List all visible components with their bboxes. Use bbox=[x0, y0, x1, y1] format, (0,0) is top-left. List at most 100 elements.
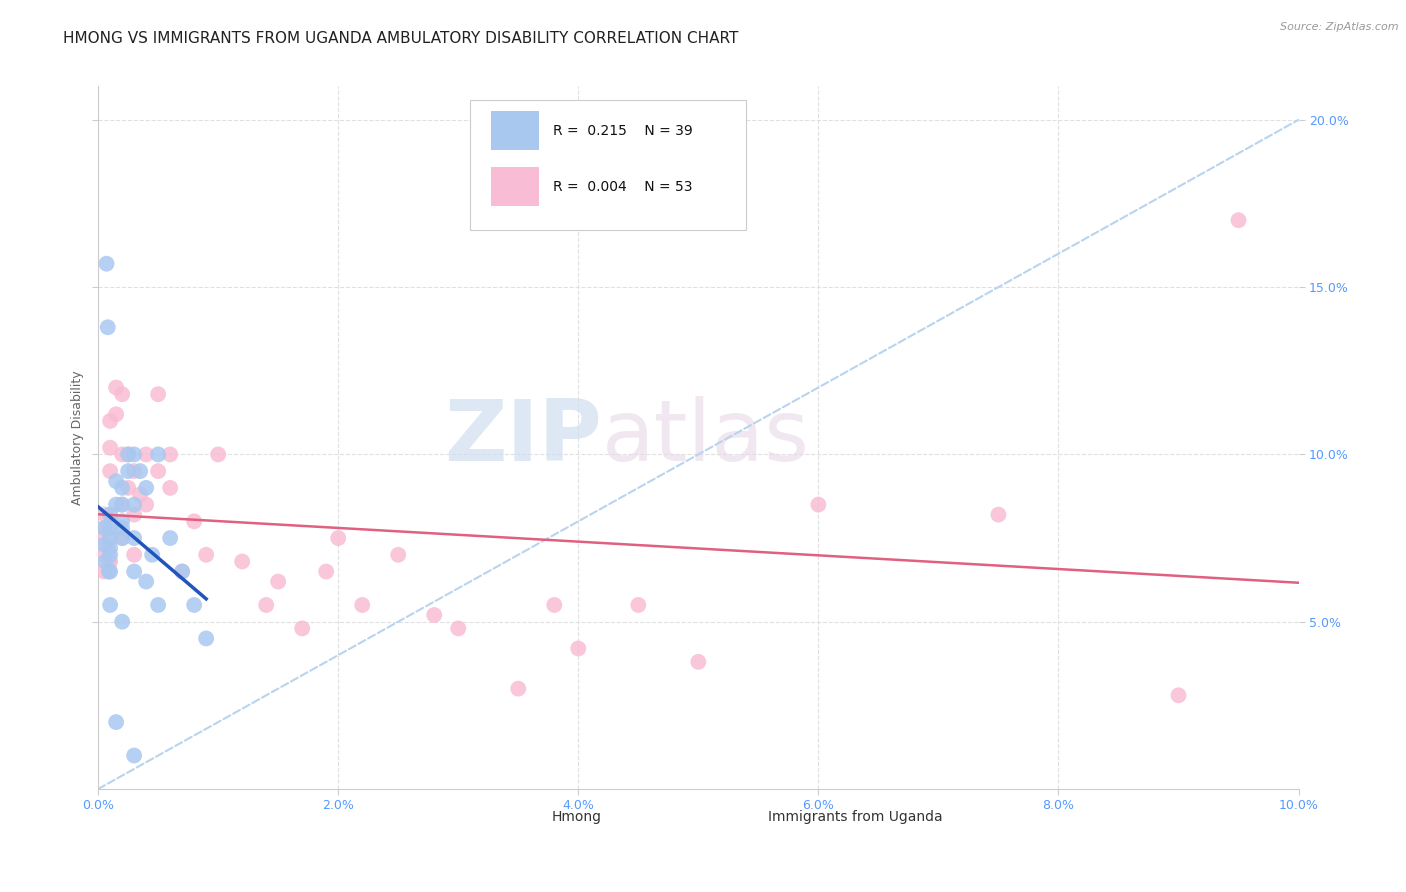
Point bbox=[195, 632, 218, 646]
Point bbox=[98, 414, 121, 428]
Text: Source: ZipAtlas.com: Source: ZipAtlas.com bbox=[1281, 22, 1399, 32]
Point bbox=[135, 498, 157, 512]
Point bbox=[135, 481, 157, 495]
Point bbox=[98, 531, 121, 545]
Y-axis label: Ambulatory Disability: Ambulatory Disability bbox=[72, 370, 84, 505]
Point bbox=[688, 655, 710, 669]
Point bbox=[129, 487, 152, 501]
Point bbox=[328, 531, 350, 545]
Point bbox=[105, 498, 128, 512]
Point bbox=[146, 387, 169, 401]
Point bbox=[111, 498, 134, 512]
Point bbox=[122, 531, 145, 545]
Text: R =  0.215    N = 39: R = 0.215 N = 39 bbox=[553, 124, 693, 137]
Point bbox=[122, 748, 145, 763]
Point bbox=[111, 531, 134, 545]
Point bbox=[97, 538, 120, 552]
Point bbox=[111, 387, 134, 401]
Point bbox=[807, 498, 830, 512]
Point bbox=[172, 565, 194, 579]
Point bbox=[122, 447, 145, 461]
Point bbox=[97, 554, 120, 568]
Point bbox=[122, 464, 145, 478]
Point bbox=[508, 681, 530, 696]
Point bbox=[111, 481, 134, 495]
Point bbox=[97, 565, 120, 579]
Bar bbox=[728, 806, 765, 828]
Point bbox=[172, 565, 194, 579]
Text: atlas: atlas bbox=[602, 396, 810, 479]
Point bbox=[315, 565, 337, 579]
Point bbox=[146, 598, 169, 612]
Point bbox=[146, 447, 169, 461]
Point bbox=[98, 531, 121, 545]
Text: HMONG VS IMMIGRANTS FROM UGANDA AMBULATORY DISABILITY CORRELATION CHART: HMONG VS IMMIGRANTS FROM UGANDA AMBULATO… bbox=[63, 31, 738, 46]
Bar bbox=[512, 806, 548, 828]
Point bbox=[267, 574, 290, 589]
Text: Hmong: Hmong bbox=[553, 810, 602, 824]
Point bbox=[159, 481, 181, 495]
Bar bbox=[491, 111, 538, 150]
Point bbox=[96, 521, 118, 535]
Point bbox=[122, 548, 145, 562]
Point bbox=[111, 615, 134, 629]
Point bbox=[98, 521, 121, 535]
Point bbox=[94, 508, 117, 522]
Point bbox=[98, 598, 121, 612]
Point bbox=[105, 380, 128, 394]
Point bbox=[111, 521, 134, 535]
Point bbox=[447, 621, 470, 635]
Point bbox=[117, 447, 139, 461]
Point bbox=[97, 320, 120, 334]
Point bbox=[195, 548, 218, 562]
Point bbox=[1167, 689, 1189, 703]
Point bbox=[183, 514, 205, 528]
Point bbox=[111, 514, 134, 528]
Point bbox=[93, 521, 115, 535]
Point bbox=[91, 548, 114, 562]
Point bbox=[117, 481, 139, 495]
Point bbox=[105, 407, 128, 421]
Point bbox=[98, 508, 121, 522]
Point bbox=[135, 447, 157, 461]
Point bbox=[93, 565, 115, 579]
Bar bbox=[491, 167, 538, 206]
Point bbox=[98, 565, 121, 579]
Point bbox=[387, 548, 409, 562]
Point bbox=[141, 548, 163, 562]
Point bbox=[543, 598, 565, 612]
Point bbox=[1227, 213, 1250, 227]
Point bbox=[122, 498, 145, 512]
Point bbox=[231, 554, 253, 568]
Point bbox=[94, 554, 117, 568]
Point bbox=[98, 464, 121, 478]
Text: R =  0.004    N = 53: R = 0.004 N = 53 bbox=[553, 180, 693, 194]
Point bbox=[98, 541, 121, 555]
Point bbox=[105, 715, 128, 730]
Point bbox=[159, 531, 181, 545]
Point bbox=[352, 598, 374, 612]
Point bbox=[183, 598, 205, 612]
Point bbox=[98, 441, 121, 455]
Point bbox=[117, 464, 139, 478]
Point bbox=[96, 257, 118, 271]
Point bbox=[117, 447, 139, 461]
Point bbox=[93, 538, 115, 552]
Text: Immigrants from Uganda: Immigrants from Uganda bbox=[768, 810, 942, 824]
Point bbox=[98, 548, 121, 562]
Point bbox=[627, 598, 650, 612]
Point bbox=[254, 598, 277, 612]
Point bbox=[146, 464, 169, 478]
Point bbox=[111, 447, 134, 461]
Text: ZIP: ZIP bbox=[444, 396, 602, 479]
Point bbox=[987, 508, 1010, 522]
Point bbox=[129, 464, 152, 478]
Point bbox=[111, 531, 134, 545]
Point bbox=[159, 447, 181, 461]
Point bbox=[122, 565, 145, 579]
Point bbox=[122, 508, 145, 522]
Point bbox=[135, 574, 157, 589]
Point bbox=[291, 621, 314, 635]
Point bbox=[207, 447, 229, 461]
Point bbox=[90, 531, 112, 545]
